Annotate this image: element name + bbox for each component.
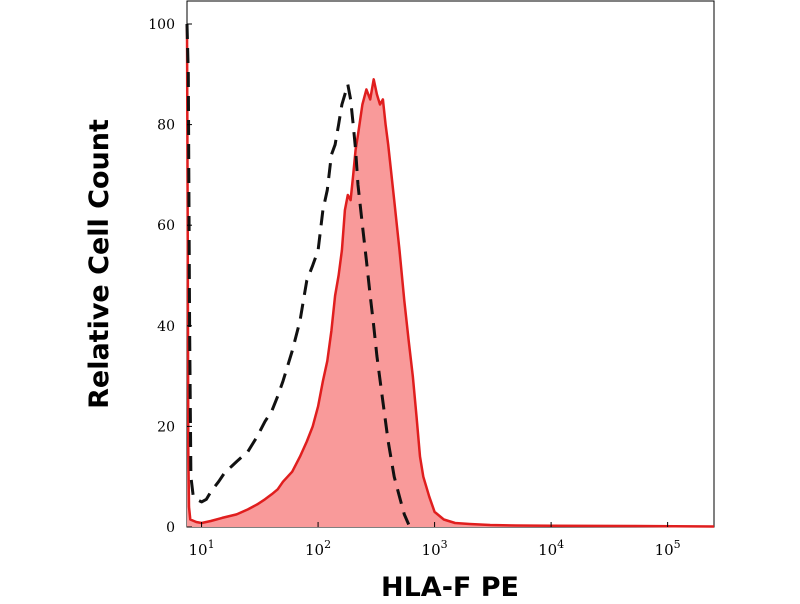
x-tick-label-1: 102	[305, 538, 331, 559]
y-tick-label-0: 0	[166, 520, 175, 536]
series-1-line	[185, 23, 411, 526]
y-tick-label-1: 20	[157, 419, 175, 435]
x-tick-label-2: 103	[422, 538, 448, 559]
x-tick-label-4: 105	[655, 538, 681, 559]
x-axis-title: HLA-F PE	[381, 572, 519, 600]
plot-frame	[186, 0, 715, 528]
series-layer	[185, 23, 715, 528]
series-0-fill	[187, 24, 714, 527]
y-tick-label-4: 80	[157, 118, 175, 134]
series-0-line	[185, 23, 715, 528]
x-tick-label-3: 104	[538, 538, 564, 559]
x-axis-ticks: 101 102 103 104 105	[189, 522, 681, 559]
y-axis-ticks: 0 20 40 60 80 100	[148, 17, 192, 536]
y-tick-label-3: 60	[157, 218, 175, 234]
y-axis-title: Relative Cell Count	[84, 119, 115, 409]
x-tick-label-0: 101	[189, 538, 215, 559]
y-tick-label-2: 40	[157, 319, 175, 335]
y-tick-label-5: 100	[148, 17, 175, 33]
